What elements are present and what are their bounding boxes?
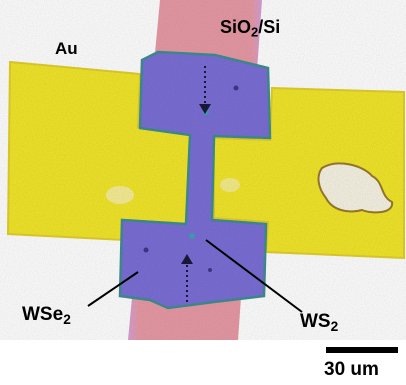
label-wse2: WSe2	[22, 304, 71, 327]
leader-line-ws2	[205, 239, 303, 313]
label-ws2: WS2	[300, 311, 339, 334]
leader-line-wse2	[87, 271, 139, 307]
label-au: Au	[55, 39, 78, 58]
scale-bar-label: 30 um	[324, 359, 379, 380]
grain-overlay	[0, 0, 406, 340]
label-substrate: SiO2/Si	[220, 17, 281, 40]
scale-bar	[326, 347, 398, 353]
